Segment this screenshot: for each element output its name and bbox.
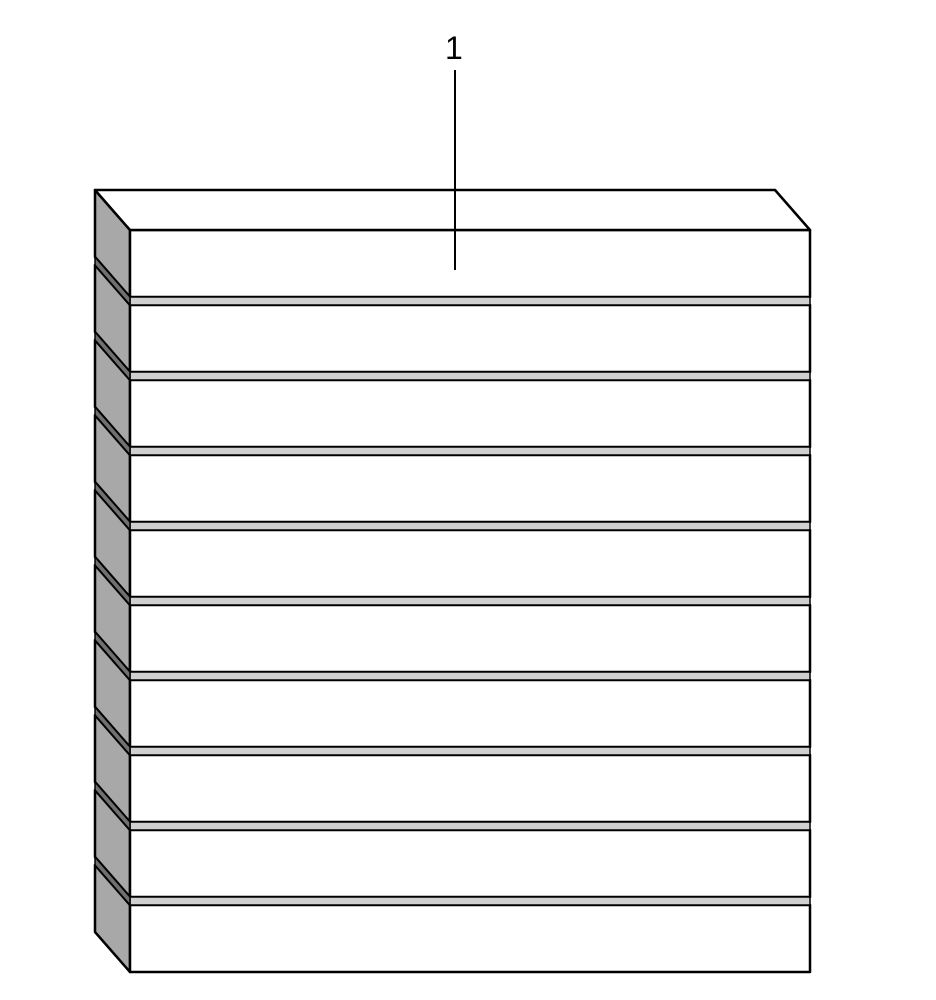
stacked-layers-diagram: 1 [0, 0, 936, 1000]
stack-svg [0, 0, 936, 1000]
callout-label: 1 [445, 30, 463, 67]
